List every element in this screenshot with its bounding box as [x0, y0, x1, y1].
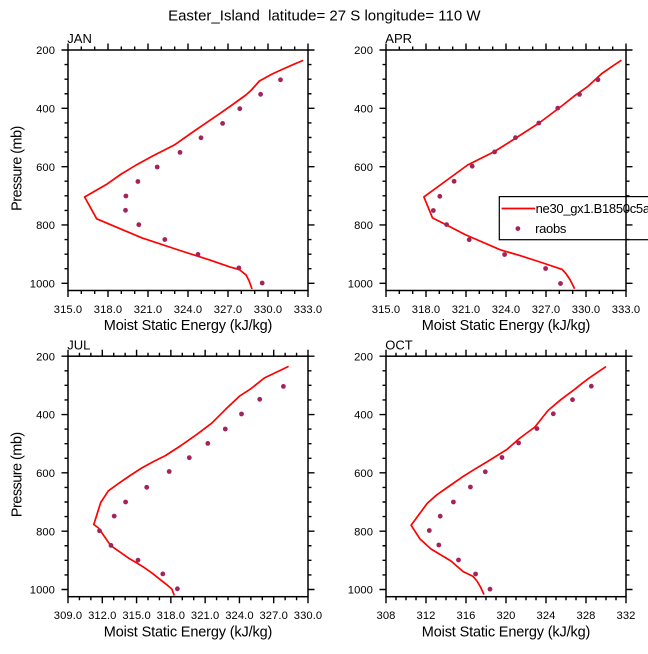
svg-text:800: 800	[36, 220, 55, 232]
svg-text:330.0: 330.0	[572, 304, 600, 316]
svg-text:333.0: 333.0	[612, 304, 640, 316]
svg-text:1000: 1000	[348, 278, 373, 290]
svg-text:400: 400	[36, 103, 55, 115]
svg-text:600: 600	[36, 162, 55, 174]
svg-text:315.0: 315.0	[54, 304, 82, 316]
svg-text:400: 400	[354, 410, 373, 422]
svg-text:320: 320	[497, 610, 516, 622]
svg-text:312.0: 312.0	[88, 610, 116, 622]
svg-text:1000: 1000	[348, 585, 373, 597]
svg-text:JAN: JAN	[67, 31, 92, 46]
svg-text:332: 332	[617, 610, 636, 622]
svg-text:600: 600	[36, 468, 55, 480]
svg-text:JUL: JUL	[67, 337, 90, 352]
svg-text:327.0: 327.0	[214, 304, 242, 316]
svg-text:321.0: 321.0	[452, 304, 480, 316]
svg-text:324: 324	[537, 610, 556, 622]
svg-text:1000: 1000	[30, 585, 55, 597]
svg-text:333.0: 333.0	[294, 304, 322, 316]
svg-text:324.0: 324.0	[225, 610, 253, 622]
svg-text:316: 316	[457, 610, 476, 622]
svg-text:328: 328	[577, 610, 596, 622]
svg-text:Moist Static Energy (kJ/kg): Moist Static Energy (kJ/kg)	[422, 318, 590, 334]
svg-text:800: 800	[36, 526, 55, 538]
svg-text:327.0: 327.0	[260, 610, 288, 622]
svg-text:318.0: 318.0	[412, 304, 440, 316]
svg-text:OCT: OCT	[385, 337, 413, 352]
svg-text:1000: 1000	[30, 278, 55, 290]
svg-text:200: 200	[354, 45, 373, 57]
svg-text:315.0: 315.0	[372, 304, 400, 316]
svg-text:318.0: 318.0	[94, 304, 122, 316]
svg-text:Easter_Island latitude= 27 S: Easter_Island latitude= 27 S longitude= …	[168, 7, 481, 24]
svg-text:200: 200	[36, 351, 55, 363]
svg-text:315.0: 315.0	[122, 610, 150, 622]
svg-text:321.0: 321.0	[134, 304, 162, 316]
svg-text:ne30_gx1.B1850c5ab: ne30_gx1.B1850c5ab	[536, 201, 648, 216]
svg-text:200: 200	[354, 351, 373, 363]
svg-text:308: 308	[377, 610, 396, 622]
svg-text:400: 400	[36, 410, 55, 422]
svg-text:APR: APR	[385, 31, 412, 46]
svg-text:Moist Static Energy (kJ/kg): Moist Static Energy (kJ/kg)	[422, 624, 590, 640]
svg-text:800: 800	[354, 526, 373, 538]
svg-text:200: 200	[36, 45, 55, 57]
svg-text:600: 600	[354, 468, 373, 480]
svg-text:330.0: 330.0	[254, 304, 282, 316]
svg-text:312: 312	[417, 610, 436, 622]
svg-text:800: 800	[354, 220, 373, 232]
svg-text:330.0: 330.0	[294, 610, 322, 622]
svg-text:raobs: raobs	[535, 221, 567, 236]
svg-text:324.0: 324.0	[492, 304, 520, 316]
svg-text:400: 400	[354, 103, 373, 115]
svg-text:Moist Static Energy (kJ/kg): Moist Static Energy (kJ/kg)	[104, 318, 272, 334]
svg-text:327.0: 327.0	[532, 304, 560, 316]
svg-text:309.0: 309.0	[54, 610, 82, 622]
svg-text:600: 600	[354, 162, 373, 174]
svg-text:Moist Static Energy (kJ/kg): Moist Static Energy (kJ/kg)	[104, 624, 272, 640]
svg-text:324.0: 324.0	[174, 304, 202, 316]
svg-text:321.0: 321.0	[191, 610, 219, 622]
svg-text:Pressure (mb): Pressure (mb)	[10, 432, 26, 517]
svg-text:Pressure (mb): Pressure (mb)	[10, 126, 26, 211]
svg-text:318.0: 318.0	[157, 610, 185, 622]
